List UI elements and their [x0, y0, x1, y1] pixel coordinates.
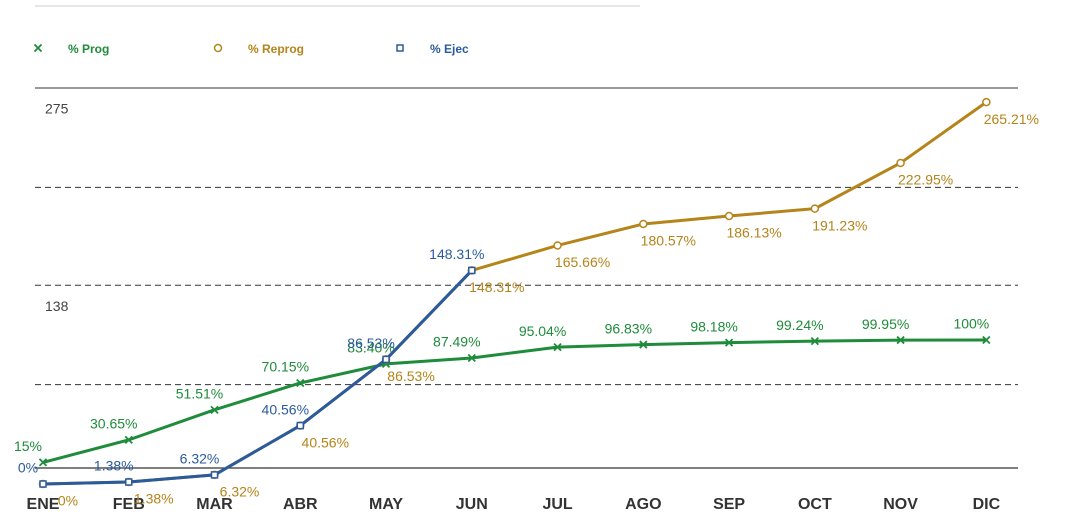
data-label: 15% — [14, 438, 42, 454]
x-tick-label: ABR — [283, 496, 318, 513]
series-line — [42, 338, 987, 464]
marker — [896, 335, 905, 345]
legend-label: % Reprog — [248, 42, 304, 56]
marker — [213, 43, 223, 53]
data-label: 86.53% — [387, 368, 434, 384]
marker — [553, 241, 562, 250]
data-label: 30.65% — [90, 416, 137, 432]
data-label: 6.32% — [220, 484, 260, 500]
x-tick-label: ENE — [27, 496, 60, 513]
x-tick-label: OCT — [798, 496, 832, 513]
x-tick-label: NOV — [883, 496, 918, 513]
data-label: 191.23% — [812, 217, 867, 233]
marker — [38, 458, 48, 467]
data-label: 186.13% — [726, 225, 781, 241]
marker — [810, 336, 819, 346]
data-label: 40.56% — [302, 434, 349, 450]
marker — [810, 204, 820, 213]
marker — [296, 378, 305, 388]
data-label: 0% — [18, 460, 38, 476]
marker — [210, 471, 219, 479]
data-label: 1.38% — [94, 458, 134, 474]
series-line — [42, 269, 473, 486]
x-tick-label: JUL — [542, 496, 572, 513]
data-label: 222.95% — [898, 172, 953, 188]
marker — [125, 478, 133, 486]
marker — [467, 353, 476, 363]
marker — [553, 343, 562, 352]
y-tick-label: 275 — [45, 101, 69, 117]
marker — [724, 211, 734, 221]
y-tick-label: 138 — [45, 298, 69, 314]
data-label: 51.51% — [176, 386, 223, 402]
data-label: 148.31% — [469, 279, 524, 295]
data-label: 95.04% — [519, 323, 566, 339]
marker — [33, 43, 43, 53]
marker — [396, 44, 404, 52]
data-label: 40.56% — [262, 401, 309, 417]
marker — [39, 480, 47, 488]
marker — [382, 355, 390, 364]
data-label: 70.15% — [262, 359, 309, 375]
data-label: 0% — [58, 493, 78, 509]
x-tick-label: FEB — [113, 496, 145, 513]
data-label: 165.66% — [555, 254, 610, 270]
data-label: 86.53% — [347, 335, 394, 351]
marker — [296, 421, 305, 430]
x-tick-label: JUN — [456, 496, 488, 513]
data-label: 1.38% — [134, 491, 174, 507]
marker — [982, 97, 991, 107]
x-tick-label: DIC — [973, 496, 1001, 513]
x-tick-label: MAY — [369, 496, 403, 513]
data-label: 99.95% — [862, 316, 909, 332]
x-tick-label: MAR — [196, 496, 233, 513]
legend-label: % Prog — [68, 42, 109, 56]
data-label: 148.31% — [429, 246, 484, 262]
data-label: 83.40% — [347, 340, 394, 356]
marker — [639, 340, 648, 349]
legend-label: % Ejec — [430, 42, 469, 56]
marker — [724, 338, 734, 347]
marker — [124, 435, 133, 445]
marker — [639, 219, 648, 229]
data-label: 99.24% — [776, 317, 823, 333]
data-label: 87.49% — [433, 334, 480, 350]
marker — [468, 266, 476, 275]
x-tick-label: AGO — [625, 496, 661, 513]
data-label: 180.57% — [641, 233, 696, 249]
data-label: 96.83% — [605, 320, 652, 336]
data-label: 98.18% — [690, 318, 737, 334]
marker — [210, 405, 219, 414]
data-label: 265.21% — [984, 111, 1039, 127]
marker — [982, 335, 991, 345]
data-label: 100% — [953, 316, 989, 332]
marker — [896, 158, 905, 168]
data-label: 6.32% — [180, 451, 220, 467]
x-tick-label: SEP — [713, 496, 745, 513]
